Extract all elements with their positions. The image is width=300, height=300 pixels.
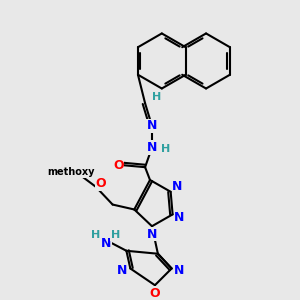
Text: O: O <box>95 177 106 190</box>
Text: H: H <box>111 230 120 240</box>
Text: H: H <box>161 145 170 154</box>
Text: N: N <box>100 237 111 250</box>
Text: N: N <box>174 211 185 224</box>
Text: H: H <box>91 230 101 240</box>
Text: H: H <box>152 92 161 102</box>
Text: O: O <box>150 286 160 300</box>
Text: methoxy: methoxy <box>48 167 95 177</box>
Text: N: N <box>147 141 157 154</box>
Text: O: O <box>113 159 124 172</box>
Text: N: N <box>172 180 183 194</box>
Text: N: N <box>147 228 157 241</box>
Text: N: N <box>147 119 157 132</box>
Text: N: N <box>117 264 128 277</box>
Text: N: N <box>174 264 185 277</box>
